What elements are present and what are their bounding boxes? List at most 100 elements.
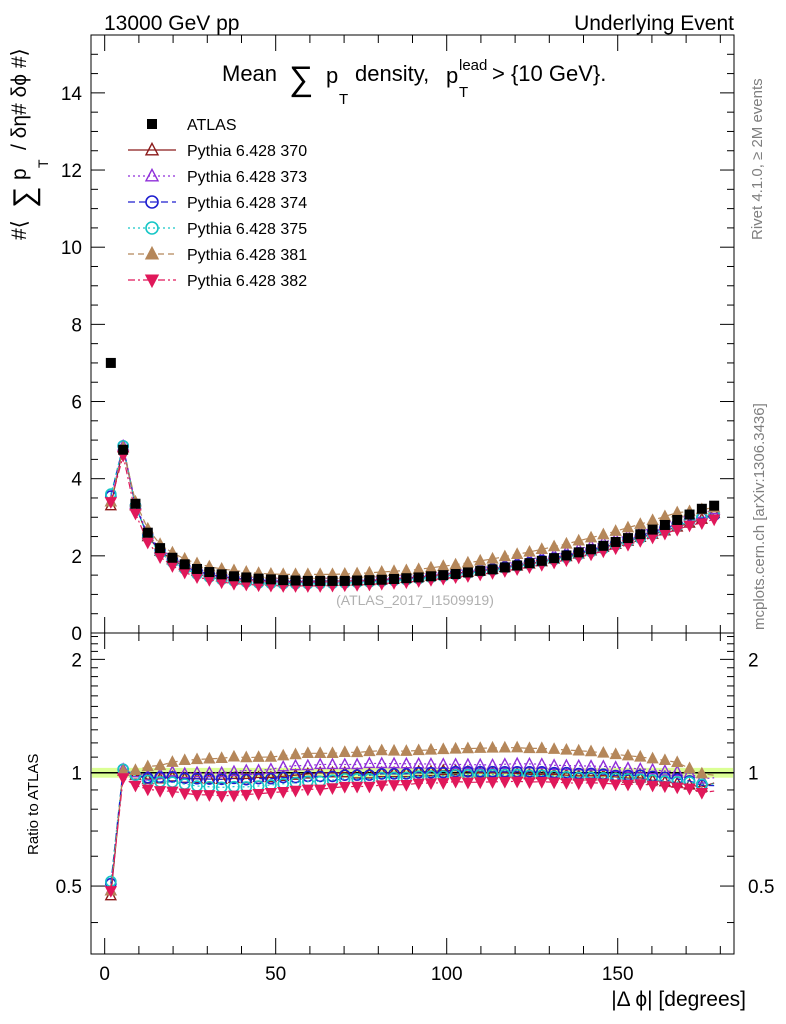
circle-marker: [535, 766, 548, 778]
triangle-up-marker: [437, 757, 450, 769]
ratio-point-2: [572, 758, 585, 771]
triangle-down-marker: [289, 785, 302, 798]
triangle-down-marker: [141, 784, 154, 797]
triangle-down-marker: [658, 781, 672, 794]
triangle-up-marker: [350, 766, 364, 779]
triangle-up-marker: [264, 750, 278, 762]
triangle-up-marker: [461, 741, 475, 754]
ratio-point-3: [572, 767, 585, 780]
data-point-5: [597, 527, 610, 540]
ratio-point-3: [375, 768, 388, 780]
atlas-data-point: [425, 571, 436, 582]
square-marker: [672, 514, 683, 525]
circle-marker: [252, 772, 265, 785]
triangle-up-marker: [144, 141, 160, 156]
triangle-up-marker: [190, 752, 204, 765]
ratio-point-5: [227, 749, 241, 762]
ratio-point-1: [400, 765, 413, 778]
ratio-point-6: [547, 777, 561, 790]
ratio-point-6: [572, 778, 585, 791]
triangle-down-marker: [190, 790, 204, 802]
triangle-down-marker: [412, 778, 425, 791]
data-point-5: [486, 551, 499, 564]
ratio-point-5: [621, 748, 635, 761]
triangle-down-marker: [646, 780, 659, 793]
triangle-up-marker: [597, 527, 610, 540]
ratio-point-5: [424, 742, 438, 755]
triangle-up-marker: [301, 746, 315, 759]
square-marker: [327, 575, 338, 586]
triangle-up-marker: [498, 757, 512, 769]
ratio-point-6: [301, 784, 315, 797]
ratio-y-tick-label: 2: [71, 650, 82, 671]
atlas-data-point: [179, 559, 190, 570]
atlas-data-point: [389, 573, 400, 584]
square-marker: [315, 575, 326, 586]
triangle-up-marker: [141, 759, 154, 772]
atlas-data-point: [118, 444, 129, 455]
triangle-up-marker: [240, 750, 253, 763]
circle-marker: [277, 771, 290, 784]
ratio-point-6: [104, 886, 117, 898]
title-p2-sub: T: [459, 84, 468, 101]
triangle-up-marker: [572, 758, 585, 771]
ratio-point-5: [252, 750, 265, 762]
ratio-point-5: [695, 766, 709, 779]
triangle-up-marker: [523, 741, 536, 754]
atlas-data-point: [155, 543, 166, 554]
square-marker: [253, 573, 264, 584]
ylabel-rest: / δη# δϕ #⟩: [8, 48, 31, 150]
legend-marker: [144, 141, 160, 156]
ratio-point-5: [474, 741, 487, 753]
ratio-point-3: [523, 766, 536, 778]
mcplots-label: mcplots.cern.ch [arXiv:1306.3436]: [751, 403, 768, 630]
triangle-up-marker: [437, 742, 450, 755]
ratio-point-5: [547, 742, 561, 754]
atlas-data-point: [622, 533, 633, 544]
main-y-tick-label: 2: [71, 547, 82, 568]
triangle-up-marker: [634, 749, 647, 762]
ratio-point-5: [437, 742, 450, 755]
ratio-point-2: [178, 766, 191, 779]
atlas-data-point: [376, 574, 387, 585]
triangle-down-marker: [301, 784, 315, 797]
ratio-point-6: [313, 784, 327, 797]
triangle-up-marker: [412, 743, 425, 756]
atlas-data-point: [302, 575, 313, 586]
ratio-point-6: [166, 786, 179, 799]
legend-marker: [147, 119, 157, 129]
legend-label: ATLAS: [187, 117, 237, 134]
atlas-data-point: [672, 514, 683, 525]
square-marker: [450, 568, 461, 579]
ratio-line-4: [110, 768, 715, 882]
square-marker: [401, 573, 412, 584]
triangle-down-marker: [387, 780, 401, 792]
ratio-point-5: [301, 746, 315, 759]
x-axis-label: |Δ ϕ| [degrees]: [611, 988, 746, 1011]
triangle-down-marker: [116, 773, 130, 785]
main-y-axis-label: #⟨ ∑ p T / δη# δϕ #⟩: [8, 48, 51, 240]
ratio-point-5: [412, 743, 425, 756]
ratio-point-5: [523, 741, 536, 754]
triangle-up-marker: [338, 765, 351, 778]
square-marker: [192, 563, 203, 574]
ratio-point-5: [277, 748, 290, 761]
ratio-point-2: [277, 759, 290, 772]
ratio-point-3: [560, 766, 573, 779]
circle-marker: [203, 773, 216, 785]
legend-label: Pythia 6.428 375: [187, 221, 307, 238]
triangle-down-marker: [375, 780, 388, 793]
triangle-up-marker: [215, 765, 228, 778]
header-energy: 13000 GeV pp: [104, 12, 239, 35]
ratio-point-2: [510, 756, 524, 769]
series-line-3: [110, 445, 715, 583]
ratio-point-5: [510, 740, 524, 753]
triangle-down-marker: [621, 779, 635, 792]
square-marker: [339, 575, 350, 586]
circle-marker: [215, 773, 228, 786]
atlas-data-point: [438, 570, 449, 581]
ratio-point-5: [313, 746, 327, 759]
atlas-data-point: [659, 519, 670, 530]
triangle-up-marker: [510, 740, 524, 753]
ratio-point-1: [387, 765, 401, 778]
